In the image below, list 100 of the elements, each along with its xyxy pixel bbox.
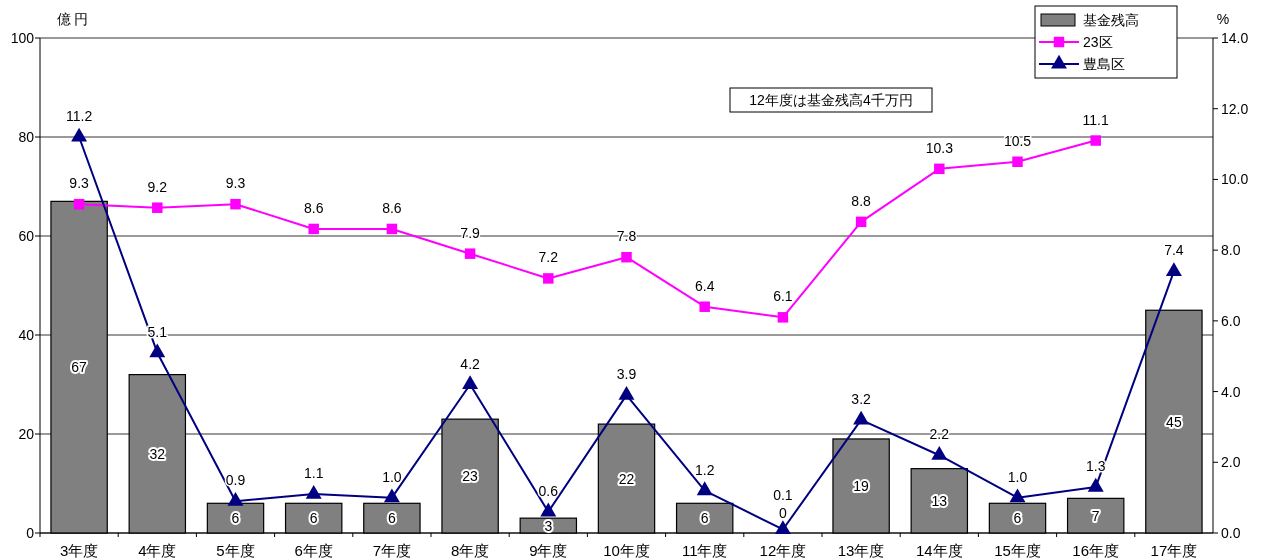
data-label: 6	[231, 510, 240, 527]
data-label: 0	[779, 505, 787, 521]
x-tick-label: 5年度	[216, 542, 255, 559]
x-tick-label: 11年度	[681, 542, 728, 559]
data-label: 8.8	[851, 192, 872, 209]
y2-axis-title: %	[1216, 11, 1230, 27]
point	[618, 385, 635, 400]
data-label: 7.4	[1164, 242, 1184, 259]
data-label: 9.3	[69, 175, 90, 192]
x-tick-label: 14年度	[915, 542, 963, 559]
point	[853, 410, 870, 425]
data-label: 9.2	[147, 178, 168, 195]
y-tick-label: 20	[18, 426, 35, 442]
y2-tick-label: 0.0	[1221, 525, 1241, 541]
legend-label: 23区	[1083, 34, 1113, 50]
point	[1090, 135, 1101, 146]
data-label: 19	[853, 477, 870, 494]
data-label: 1.0	[382, 468, 402, 485]
data-label: 1.0	[1007, 468, 1028, 485]
x-tick-label: 10年度	[603, 542, 650, 559]
data-label: 0.1	[773, 487, 793, 503]
point	[1009, 488, 1026, 503]
y2-tick-label: 6.0	[1221, 312, 1241, 329]
point	[540, 502, 557, 517]
data-label: 1.1	[303, 465, 324, 482]
x-tick-label: 15年度	[994, 542, 1041, 559]
data-label: 7	[1091, 507, 1100, 524]
data-label: 0.6	[538, 482, 559, 499]
point	[149, 343, 166, 358]
x-tick-label: 12年度	[759, 542, 807, 559]
data-label: 23	[462, 468, 479, 485]
data-label: 13	[931, 492, 948, 509]
data-label: 6.1	[773, 288, 793, 305]
y-tick-label: 0	[26, 525, 35, 541]
point	[386, 223, 398, 235]
data-label: 4.2	[460, 355, 481, 372]
point	[1012, 156, 1023, 167]
data-label: 11.2	[65, 108, 93, 124]
point	[1165, 262, 1182, 276]
data-label: 6.4	[694, 277, 715, 294]
y2-tick-label: 10.0	[1221, 171, 1249, 188]
y-tick-label: 100	[10, 30, 35, 46]
x-tick-label: 3年度	[59, 542, 99, 559]
data-label: 6	[1013, 510, 1022, 527]
x-tick-label: 8年度	[450, 542, 490, 559]
point	[230, 198, 241, 210]
data-label: 3.9	[616, 366, 637, 383]
point	[621, 251, 632, 263]
point	[1087, 477, 1104, 492]
y-tick-label: 60	[18, 228, 35, 244]
data-label: 32	[149, 445, 166, 462]
point	[855, 216, 867, 228]
point	[777, 312, 789, 323]
data-label: 6	[309, 510, 318, 527]
point	[308, 223, 319, 235]
data-label: 8.6	[382, 199, 402, 216]
legend-label: 豊島区	[1083, 56, 1125, 72]
data-label: 11.1	[1082, 111, 1110, 128]
data-label: 22	[618, 470, 635, 487]
data-label: 9.3	[225, 175, 246, 192]
data-label: 2.2	[929, 426, 950, 443]
data-label: 3.2	[851, 390, 872, 407]
data-label: 7.9	[460, 224, 481, 241]
y-axis-title: 億円	[57, 11, 91, 27]
point	[696, 481, 713, 496]
data-label: 10.3	[925, 139, 954, 156]
point	[699, 301, 710, 312]
data-label: 7.8	[616, 228, 637, 245]
point	[73, 198, 85, 210]
data-label: 67	[71, 359, 88, 376]
point	[931, 446, 948, 460]
data-label: 6	[388, 510, 396, 527]
data-label: 1.2	[694, 461, 715, 478]
data-label: 6	[700, 510, 709, 527]
point	[934, 163, 945, 175]
y2-tick-label: 2.0	[1221, 454, 1241, 471]
x-tick-label: 4年度	[138, 542, 177, 559]
legend-label: 基金残高	[1083, 12, 1139, 28]
y-tick-label: 80	[18, 129, 35, 145]
data-label: 8.6	[303, 199, 324, 216]
x-tick-label: 6年度	[294, 542, 333, 559]
data-label: 7.2	[538, 249, 559, 266]
data-label: 10.5	[1003, 132, 1032, 149]
y2-tick-label: 12.0	[1221, 100, 1249, 117]
point	[152, 202, 163, 213]
point	[464, 248, 476, 259]
point	[227, 491, 244, 506]
annotation: 12年度は基金残高4千万円	[749, 92, 913, 108]
data-label: 3	[544, 517, 553, 534]
point	[305, 484, 322, 499]
y2-tick-label: 4.0	[1221, 383, 1241, 400]
point	[383, 488, 400, 503]
x-tick-label: 7年度	[372, 542, 412, 559]
x-tick-label: 17年度	[1150, 542, 1198, 559]
x-tick-label: 16年度	[1072, 542, 1120, 559]
y-tick-label: 40	[18, 327, 35, 343]
data-label: 45	[1166, 413, 1182, 430]
point	[462, 375, 479, 390]
y2-tick-label: 14.0	[1221, 30, 1249, 46]
y2-tick-label: 8.0	[1221, 242, 1241, 259]
